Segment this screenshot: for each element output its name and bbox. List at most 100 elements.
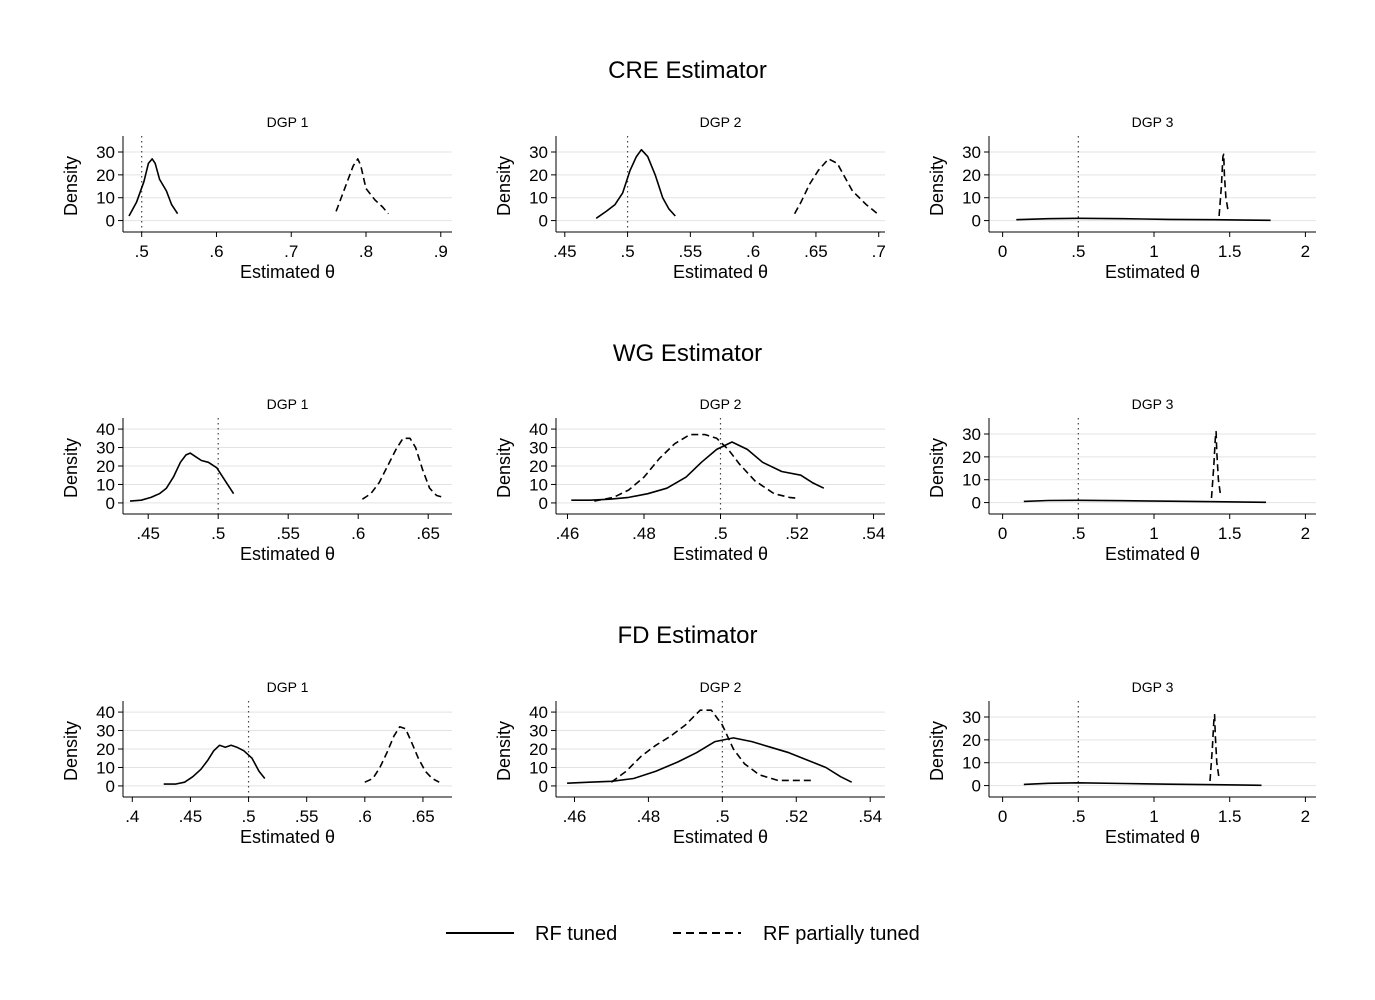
y-tick-label-r1-c2: 10	[962, 471, 981, 490]
y-tick-label-r2-c1: 10	[529, 758, 548, 777]
y-tick-label-r0-c0: 20	[96, 166, 115, 185]
x-tick-label-r2-c0: .6	[358, 807, 372, 826]
x-tick-label-r2-c0: .4	[125, 807, 139, 826]
y-tick-label-r2-c0: 20	[96, 740, 115, 759]
x-axis-label-r0-c1: Estimated θ	[673, 262, 768, 282]
y-tick-label-r0-c1: 20	[529, 166, 548, 185]
y-tick-label-r2-c0: 0	[106, 777, 115, 796]
x-tick-label-r0-c2: .5	[1071, 242, 1085, 261]
x-tick-label-r0-c1: .7	[872, 242, 886, 261]
y-tick-label-r1-c2: 20	[962, 448, 981, 467]
y-tick-label-r0-c2: 20	[962, 166, 981, 185]
x-axis-label-r1-c2: Estimated θ	[1105, 544, 1200, 564]
series-rf-partially-tuned-r2-c1	[610, 709, 815, 783]
series-rf-tuned-r0-c1	[595, 148, 676, 219]
x-tick-label-r2-c2: .5	[1071, 807, 1085, 826]
x-tick-label-r1-c0: .65	[416, 524, 440, 543]
y-tick-label-r0-c0: 0	[106, 212, 115, 231]
x-tick-label-r1-c1: .48	[632, 524, 656, 543]
y-tick-label-r0-c1: 10	[529, 189, 548, 208]
x-tick-label-r1-c0: .55	[276, 524, 300, 543]
x-tick-label-r2-c0: .55	[295, 807, 319, 826]
y-tick-label-r0-c2: 30	[962, 143, 981, 162]
y-axis-label-r0-c2: Density	[927, 156, 947, 216]
x-tick-label-r1-c2: 1.5	[1218, 524, 1242, 543]
series-rf-partially-tuned-r1-c1	[594, 433, 798, 502]
x-tick-label-r1-c1: .52	[785, 524, 809, 543]
panel-title-r2-c2: DGP 3	[1132, 679, 1174, 695]
y-tick-label-r1-c0: 20	[96, 457, 115, 476]
x-tick-label-r2-c1: .54	[858, 807, 882, 826]
series-rf-tuned-r1-c2	[1023, 499, 1267, 504]
x-tick-label-r2-c0: .65	[411, 807, 435, 826]
x-axis-label-r2-c1: Estimated θ	[673, 827, 768, 847]
x-tick-label-r2-c1: .5	[715, 807, 729, 826]
x-tick-label-r2-c0: .5	[241, 807, 255, 826]
series-rf-tuned-r1-c1	[571, 441, 825, 502]
x-tick-label-r1-c2: .5	[1071, 524, 1085, 543]
x-tick-label-r0-c0: .7	[284, 242, 298, 261]
y-axis-label-r0-c0: Density	[61, 156, 81, 216]
y-tick-label-r0-c2: 0	[972, 212, 981, 231]
series-rf-partially-tuned-r2-c2	[1209, 713, 1220, 782]
y-tick-label-r1-c2: 0	[972, 494, 981, 513]
legend-label-rf-tuned: RF tuned	[535, 923, 617, 945]
x-tick-label-r1-c1: .5	[713, 524, 727, 543]
panel-title-r0-c2: DGP 3	[1132, 114, 1174, 130]
x-tick-label-r0-c1: .6	[746, 242, 760, 261]
y-tick-label-r1-c1: 20	[529, 457, 548, 476]
x-tick-label-r2-c2: 2	[1301, 807, 1310, 826]
x-axis-label-r1-c1: Estimated θ	[673, 544, 768, 564]
x-tick-label-r0-c2: 2	[1301, 242, 1310, 261]
y-tick-label-r2-c1: 20	[529, 740, 548, 759]
series-rf-partially-tuned-r1-c0	[361, 437, 444, 500]
x-tick-label-r0-c0: .6	[209, 242, 223, 261]
y-tick-label-r1-c0: 0	[106, 494, 115, 513]
x-tick-label-r0-c1: .55	[679, 242, 703, 261]
x-tick-label-r1-c2: 0	[998, 524, 1007, 543]
y-tick-label-r2-c2: 10	[962, 754, 981, 773]
panel-title-r1-c2: DGP 3	[1132, 396, 1174, 412]
series-rf-partially-tuned-r0-c1	[793, 158, 879, 215]
series-rf-partially-tuned-r1-c2	[1210, 430, 1222, 499]
y-tick-label-r1-c0: 40	[96, 420, 115, 439]
x-tick-label-r1-c2: 2	[1301, 524, 1310, 543]
y-tick-label-r2-c1: 30	[529, 722, 548, 741]
x-tick-label-r1-c1: .54	[862, 524, 886, 543]
x-tick-label-r2-c2: 0	[998, 807, 1007, 826]
panel-title-r0-c1: DGP 2	[700, 114, 742, 130]
y-tick-label-r0-c1: 0	[539, 212, 548, 231]
x-tick-label-r0-c1: .45	[553, 242, 577, 261]
series-rf-tuned-r2-c2	[1023, 781, 1262, 787]
y-tick-label-r2-c2: 20	[962, 731, 981, 750]
x-tick-label-r0-c2: 1.5	[1218, 242, 1242, 261]
series-rf-partially-tuned-r2-c0	[364, 725, 440, 783]
x-tick-label-r1-c0: .6	[351, 524, 365, 543]
series-rf-tuned-r2-c1	[567, 737, 853, 784]
panel-title-r0-c0: DGP 1	[267, 114, 309, 130]
x-tick-label-r0-c0: .8	[359, 242, 373, 261]
y-tick-label-r2-c0: 30	[96, 722, 115, 741]
y-tick-label-r2-c2: 30	[962, 708, 981, 727]
panel-title-r2-c1: DGP 2	[700, 679, 742, 695]
row-title-wg: WG Estimator	[612, 340, 763, 367]
y-axis-label-r0-c1: Density	[494, 156, 514, 216]
series-rf-partially-tuned-r0-c0	[335, 158, 390, 215]
x-axis-label-r0-c0: Estimated θ	[240, 262, 335, 282]
series-rf-tuned-r0-c2	[1016, 217, 1271, 222]
y-tick-label-r2-c1: 40	[529, 703, 548, 722]
series-rf-tuned-r0-c0	[128, 158, 179, 217]
x-tick-label-r0-c1: .5	[620, 242, 634, 261]
y-tick-label-r1-c1: 30	[529, 439, 548, 458]
panel-title-r1-c1: DGP 2	[700, 396, 742, 412]
row-title-cre: CRE Estimator	[608, 57, 767, 84]
x-tick-label-r0-c1: .65	[804, 242, 828, 261]
x-tick-label-r1-c0: .45	[136, 524, 160, 543]
y-axis-label-r1-c2: Density	[927, 438, 947, 498]
x-tick-label-r2-c1: .46	[563, 807, 587, 826]
x-axis-label-r0-c2: Estimated θ	[1105, 262, 1200, 282]
y-tick-label-r2-c0: 10	[96, 758, 115, 777]
x-tick-label-r0-c2: 1	[1149, 242, 1158, 261]
x-axis-label-r1-c0: Estimated θ	[240, 544, 335, 564]
